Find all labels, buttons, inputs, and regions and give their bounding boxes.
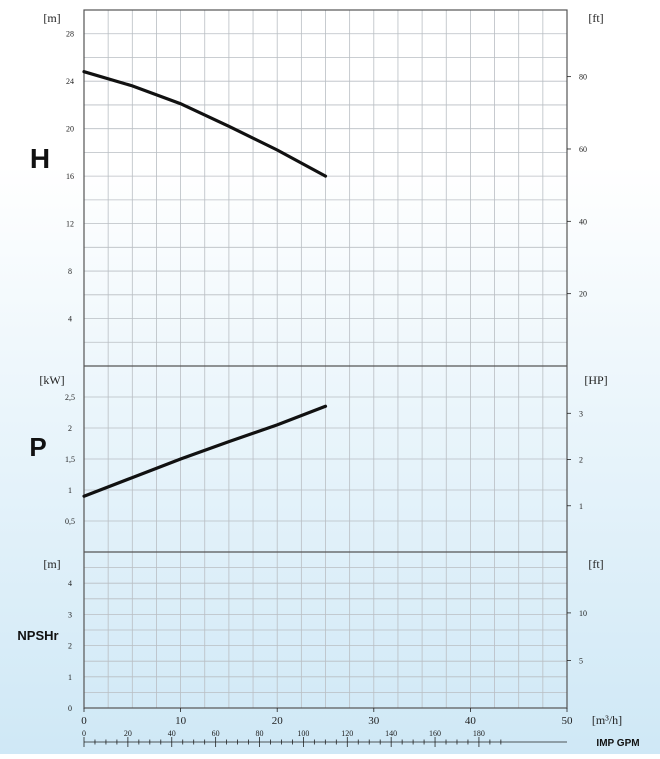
left-tick-label: 3 [68,610,72,619]
right-unit-npsh: [ft] [588,557,603,571]
x-tick-label: 20 [272,715,284,727]
right-tick-label: 60 [579,145,587,154]
right-unit-head: [ft] [588,11,603,25]
left-unit-head: [m] [43,11,60,25]
left-tick-label: 8 [68,267,72,276]
right-tick-label: 3 [579,409,583,418]
left-tick-label: 1 [68,486,72,495]
panel-label-head: H [30,143,50,174]
x-tick-label: 0 [81,715,87,727]
gpm-tick-label: 120 [341,729,353,738]
x-tick-label: 40 [465,715,477,727]
left-unit-npsh: [m] [43,557,60,571]
gpm-tick-label: 60 [212,729,220,738]
left-tick-label: 24 [66,77,74,86]
gpm-tick-label: 140 [385,729,397,738]
left-tick-label: 4 [68,579,72,588]
right-tick-label: 10 [579,609,587,618]
right-tick-label: 5 [579,656,583,665]
gpm-tick-label: 80 [256,729,264,738]
left-tick-label: 1 [68,673,72,682]
gpm-axis-label: IMP GPM [596,738,639,749]
right-tick-label: 80 [579,73,587,82]
left-tick-label: 0,5 [65,517,75,526]
panel-label-power: P [29,432,46,462]
left-tick-label: 1,5 [65,455,75,464]
x-tick-label: 10 [175,715,187,727]
left-tick-label: 2,5 [65,393,75,402]
left-tick-label: 2 [68,642,72,651]
right-tick-label: 20 [579,290,587,299]
gpm-tick-label: 0 [82,729,86,738]
panel-label-npsh: NPSHr [17,628,58,643]
left-tick-label: 12 [66,220,74,229]
right-tick-label: 40 [579,217,587,226]
right-tick-label: 2 [579,456,583,465]
left-tick-label: 4 [68,315,72,324]
left-unit-power: [kW] [39,373,64,387]
x-tick-label: 30 [368,715,380,727]
left-tick-label: 0 [68,704,72,713]
left-tick-label: 2 [68,424,72,433]
left-tick-label: 28 [66,30,74,39]
gpm-tick-label: 180 [473,729,485,738]
left-tick-label: 20 [66,125,74,134]
x-tick-label: 50 [562,715,574,727]
right-tick-label: 1 [579,502,583,511]
gpm-tick-label: 20 [124,729,132,738]
right-unit-power: [HP] [584,373,607,387]
x-unit-label: [m³/h] [592,713,622,727]
gpm-tick-label: 100 [297,729,309,738]
left-tick-label: 16 [66,172,74,181]
gpm-tick-label: 160 [429,729,441,738]
gpm-tick-label: 40 [168,729,176,738]
